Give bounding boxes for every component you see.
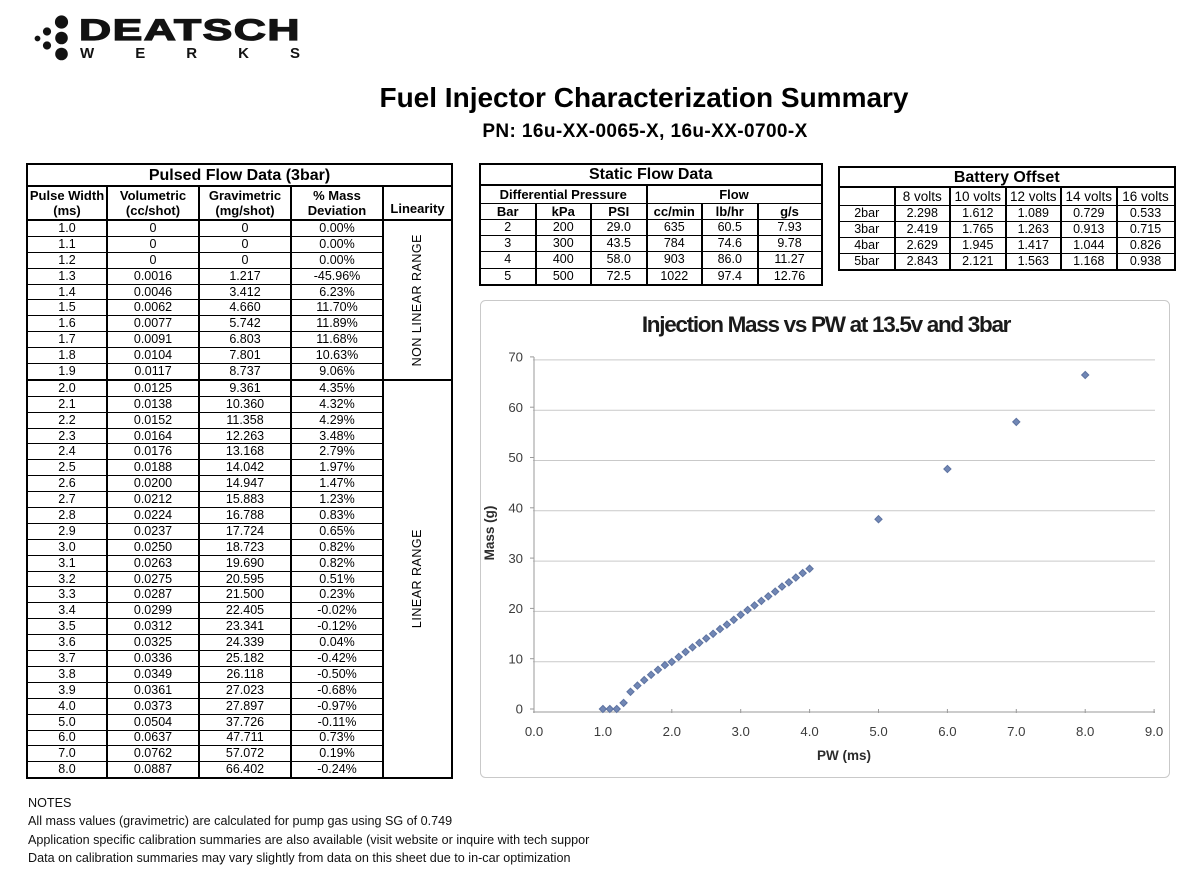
svg-text:0.0: 0.0 [525, 724, 543, 739]
svg-text:20: 20 [508, 601, 523, 616]
svg-text:9.0: 9.0 [1145, 724, 1163, 739]
svg-text:30: 30 [508, 551, 523, 566]
svg-text:DEATSCH: DEATSCH [79, 14, 301, 47]
svg-text:1.0: 1.0 [594, 724, 612, 739]
svg-text:WERKS: WERKS [80, 45, 300, 62]
svg-text:Injection Mass vs PW at 13.5v: Injection Mass vs PW at 13.5v and 3bar [642, 312, 1012, 337]
svg-text:6.0: 6.0 [938, 724, 956, 739]
svg-text:8.0: 8.0 [1076, 724, 1094, 739]
svg-text:4.0: 4.0 [800, 724, 818, 739]
svg-text:60: 60 [508, 400, 523, 415]
svg-text:PW (ms): PW (ms) [817, 748, 871, 763]
svg-text:3.0: 3.0 [732, 724, 750, 739]
svg-text:50: 50 [508, 450, 523, 465]
svg-text:10: 10 [508, 651, 523, 666]
svg-text:2.0: 2.0 [663, 724, 681, 739]
svg-text:70: 70 [508, 350, 523, 365]
svg-text:5.0: 5.0 [869, 724, 887, 739]
svg-text:Mass (g): Mass (g) [482, 506, 497, 561]
svg-text:0: 0 [516, 702, 523, 717]
svg-text:7.0: 7.0 [1007, 724, 1025, 739]
svg-text:40: 40 [508, 501, 523, 516]
